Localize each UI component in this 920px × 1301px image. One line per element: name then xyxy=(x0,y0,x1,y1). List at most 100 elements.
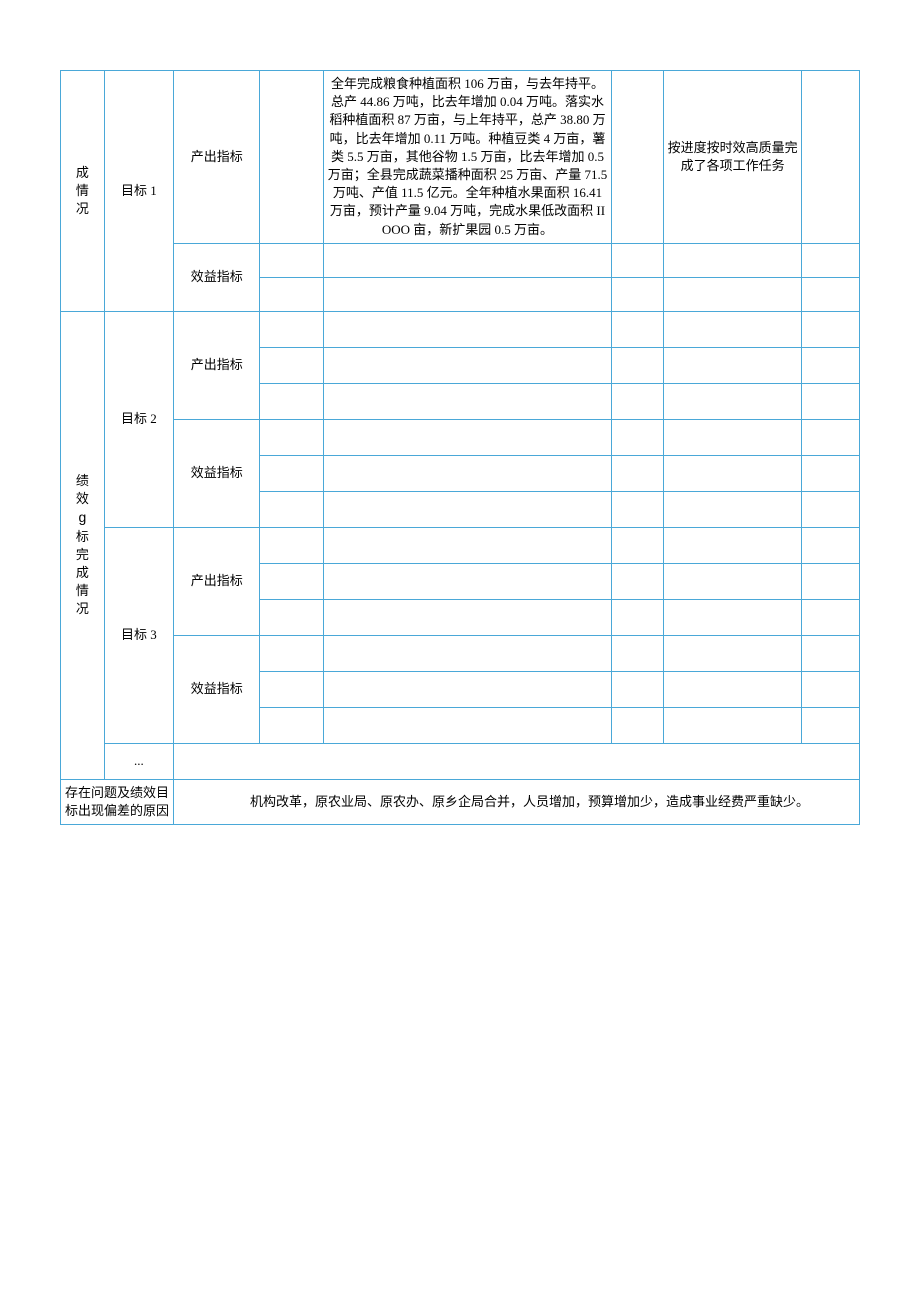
c-t2b2-8 xyxy=(802,455,860,491)
c-t2o3-4 xyxy=(260,383,323,419)
c-t2o2-7 xyxy=(663,347,801,383)
c-t2b1-7 xyxy=(663,419,801,455)
cell-s1-b1-c5 xyxy=(323,243,611,277)
cell-s1-b1-c6 xyxy=(612,243,664,277)
c-t3o2-7 xyxy=(663,563,801,599)
label-section2a: 绩效 xyxy=(63,472,102,508)
cell-s1-b2-c8 xyxy=(802,277,860,311)
cell-result-text: 按进度按时效高质量完成了各项工作任务 xyxy=(663,71,801,244)
cell-s1-b1-c8 xyxy=(802,243,860,277)
cell-s1-b2-c6 xyxy=(612,277,664,311)
cell-left-section2: 绩效 g 标完成情况 xyxy=(61,311,105,779)
c-t2o3-6 xyxy=(612,383,664,419)
cell-s1-b2-c7 xyxy=(663,277,801,311)
row-t3-out-1: 目标 3 产出指标 xyxy=(61,527,860,563)
label-section1: 成情况 xyxy=(63,164,102,219)
cell-output-ind-1: 产出指标 xyxy=(173,71,259,244)
c-t3o2-5 xyxy=(323,563,611,599)
cell-issue-label: 存在问题及绩效目标出现偏差的原因 xyxy=(61,779,174,824)
c-t3o3-5 xyxy=(323,599,611,635)
c-t2o2-8 xyxy=(802,347,860,383)
page-container: 成情况 目标 1 产出指标 全年完成粮食种植面积 106 万亩，与去年持平。总产… xyxy=(0,0,920,905)
c-t2o2-6 xyxy=(612,347,664,383)
row-t2-ben-1: 效益指标 xyxy=(61,419,860,455)
c-t2b1-6 xyxy=(612,419,664,455)
cell-s1-b2-c5 xyxy=(323,277,611,311)
c-t3o2-8 xyxy=(802,563,860,599)
c-t3b3-6 xyxy=(612,707,664,743)
c-t3b1-7 xyxy=(663,635,801,671)
c-t3b3-4 xyxy=(260,707,323,743)
c-t2b2-5 xyxy=(323,455,611,491)
c-t3o3-4 xyxy=(260,599,323,635)
c-t3o3-6 xyxy=(612,599,664,635)
c-t3o2-6 xyxy=(612,563,664,599)
c-t2b2-4 xyxy=(260,455,323,491)
row-s1-output: 成情况 目标 1 产出指标 全年完成粮食种植面积 106 万亩，与去年持平。总产… xyxy=(61,71,860,244)
row-t3-ben-1: 效益指标 xyxy=(61,635,860,671)
c-t2o1-7 xyxy=(663,311,801,347)
c-t2b3-5 xyxy=(323,491,611,527)
cell-detail-text: 全年完成粮食种植面积 106 万亩，与去年持平。总产 44.86 万吨，比去年增… xyxy=(323,71,611,244)
c-t2o2-4 xyxy=(260,347,323,383)
cell-target3: 目标 3 xyxy=(104,527,173,743)
cell-t2-output: 产出指标 xyxy=(173,311,259,419)
c-t3o1-6 xyxy=(612,527,664,563)
c-t3o3-7 xyxy=(663,599,801,635)
c-t2o3-5 xyxy=(323,383,611,419)
label-section2g: g xyxy=(79,510,87,525)
cell-s1-b1-c7 xyxy=(663,243,801,277)
c-t2b1-4 xyxy=(260,419,323,455)
c-t2b2-7 xyxy=(663,455,801,491)
c-t2b2-6 xyxy=(612,455,664,491)
row-dots: ... xyxy=(61,743,860,779)
cell-dots-rest xyxy=(173,743,859,779)
main-table: 成情况 目标 1 产出指标 全年完成粮食种植面积 106 万亩，与去年持平。总产… xyxy=(60,70,860,825)
row-t2-out-1: 绩效 g 标完成情况 目标 2 产出指标 xyxy=(61,311,860,347)
c-t3b2-7 xyxy=(663,671,801,707)
c-t3b1-8 xyxy=(802,635,860,671)
cell-s1-b1-c4 xyxy=(260,243,323,277)
c-t2b3-6 xyxy=(612,491,664,527)
c-t3b1-6 xyxy=(612,635,664,671)
c-t2o1-6 xyxy=(612,311,664,347)
c-t3o2-4 xyxy=(260,563,323,599)
row-issue: 存在问题及绩效目标出现偏差的原因 机构改革，原农业局、原农办、原乡企局合并，人员… xyxy=(61,779,860,824)
c-t3b2-6 xyxy=(612,671,664,707)
cell-issue-body: 机构改革，原农业局、原农办、原乡企局合并，人员增加，预算增加少，造成事业经费严重… xyxy=(173,779,859,824)
cell-target2: 目标 2 xyxy=(104,311,173,527)
c-t2o1-8 xyxy=(802,311,860,347)
c-t3b2-4 xyxy=(260,671,323,707)
label-section2b: 标完成情况 xyxy=(63,528,102,619)
cell-t2-benefit: 效益指标 xyxy=(173,419,259,527)
c-t3o1-4 xyxy=(260,527,323,563)
c-t2o2-5 xyxy=(323,347,611,383)
row-s1-benefit-1: 效益指标 xyxy=(61,243,860,277)
c-t2o1-4 xyxy=(260,311,323,347)
cell-s1-o-c6 xyxy=(612,71,664,244)
c-t3b3-8 xyxy=(802,707,860,743)
cell-benefit-ind-1: 效益指标 xyxy=(173,243,259,311)
c-t3b3-7 xyxy=(663,707,801,743)
c-t3o1-7 xyxy=(663,527,801,563)
c-t2b1-8 xyxy=(802,419,860,455)
c-t2b1-5 xyxy=(323,419,611,455)
c-t3b2-5 xyxy=(323,671,611,707)
c-t2o1-5 xyxy=(323,311,611,347)
cell-dots: ... xyxy=(104,743,173,779)
cell-s1-b2-c4 xyxy=(260,277,323,311)
c-t3b3-5 xyxy=(323,707,611,743)
cell-s1-o-c8 xyxy=(802,71,860,244)
c-t3b1-4 xyxy=(260,635,323,671)
cell-left-section1: 成情况 xyxy=(61,71,105,312)
c-t2b3-4 xyxy=(260,491,323,527)
c-t3o3-8 xyxy=(802,599,860,635)
c-t2o3-7 xyxy=(663,383,801,419)
cell-target1: 目标 1 xyxy=(104,71,173,312)
c-t3o1-5 xyxy=(323,527,611,563)
c-t2b3-7 xyxy=(663,491,801,527)
cell-t3-benefit: 效益指标 xyxy=(173,635,259,743)
c-t3b1-5 xyxy=(323,635,611,671)
cell-s1-o-c4 xyxy=(260,71,323,244)
cell-t3-output: 产出指标 xyxy=(173,527,259,635)
